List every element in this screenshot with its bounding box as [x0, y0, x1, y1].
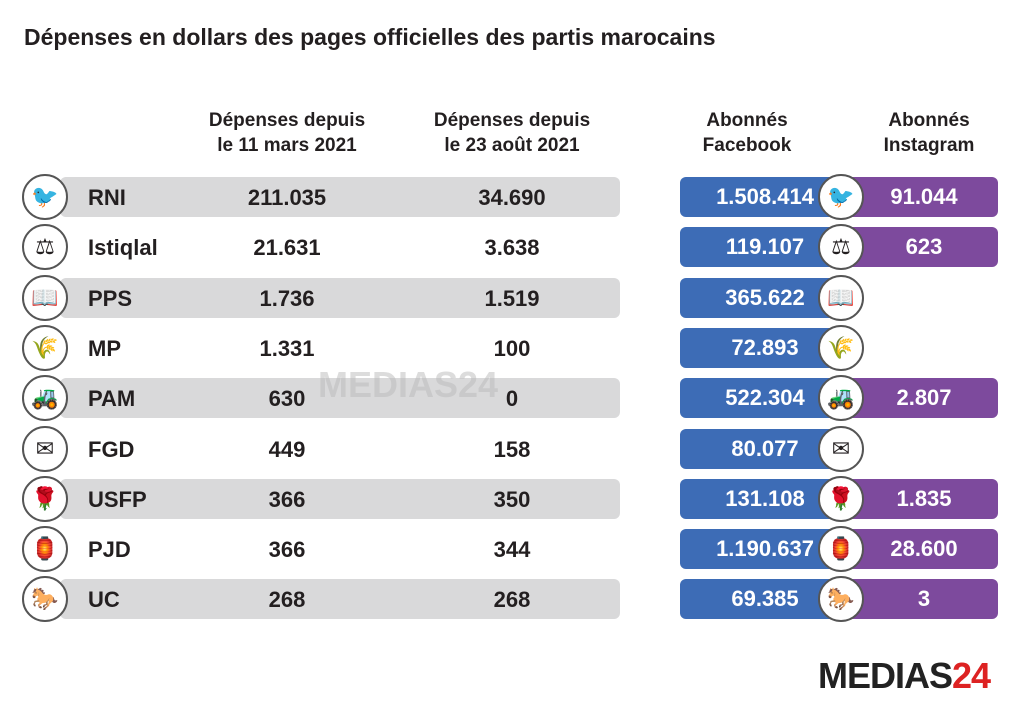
header-line: Instagram	[883, 135, 975, 156]
instagram-value: 91.044	[890, 184, 958, 209]
spend-august-value: 3.638	[484, 235, 540, 261]
lamp-icon: 🏮	[818, 526, 864, 573]
instagram-value: 2.807	[896, 385, 952, 411]
spend-august-value: 0	[505, 386, 519, 412]
facebook-value: 119.107	[725, 234, 805, 260]
header-spend-march: Dépenses depuis le 11 mars 2021	[187, 108, 387, 158]
instagram-value: 1.835	[896, 485, 952, 511]
header-instagram: Abonnés Instagram	[864, 108, 994, 158]
row-band	[60, 378, 620, 419]
spend-march-value: 366	[268, 537, 306, 563]
header-line: le 23 août 2021	[444, 135, 580, 156]
facebook-value: 365.622	[725, 284, 805, 310]
party-name: PJD	[88, 537, 131, 563]
scales-icon: ⚖	[22, 224, 68, 271]
medias24-logo: MEDIAS24	[818, 655, 991, 697]
spend-august-value: 350	[493, 486, 531, 512]
row-band	[60, 277, 620, 318]
table-row: 🐎 UC 268 268 3 69.385 🐎	[0, 576, 1024, 623]
book-icon: 📖	[818, 274, 864, 321]
header-facebook: Abonnés Facebook	[677, 108, 817, 158]
book-icon: 📖	[22, 274, 68, 321]
spend-march-value: 630	[268, 386, 306, 412]
party-name: PAM	[88, 386, 136, 412]
lamp-icon: 🏮	[22, 526, 68, 573]
party-name: USFP	[88, 486, 147, 512]
header-line: Abonnés	[706, 110, 788, 131]
instagram-value: 623	[905, 234, 943, 260]
header-line: Abonnés	[888, 110, 970, 131]
spend-march-value: 1.331	[259, 335, 315, 361]
header-line: le 11 mars 2021	[217, 135, 357, 156]
spend-august-value: 100	[493, 335, 531, 361]
spend-march-value: 21.631	[253, 235, 321, 261]
envelope-icon: ✉	[22, 425, 68, 472]
instagram-value: 3	[917, 586, 931, 612]
spend-march-value: 449	[268, 436, 306, 462]
bird-icon: 🐦	[818, 174, 864, 220]
table-row: 📖 PPS 1.736 1.519 365.622 📖	[0, 274, 1024, 321]
table-row: 🌹 USFP 366 350 1.835 131.108 🌹	[0, 475, 1024, 522]
facebook-value: 131.108	[725, 485, 805, 511]
wheat-icon: 🌾	[22, 324, 68, 371]
facebook-value: 69.385	[731, 586, 799, 612]
facebook-value: 1.190.637	[716, 536, 814, 562]
facebook-value: 522.304	[725, 385, 805, 411]
logo-number: 24	[952, 655, 991, 696]
facebook-value: 72.893	[731, 334, 799, 360]
table-row: 🚜 PAM 630 0 2.807 522.304 🚜	[0, 375, 1024, 422]
party-name: Istiqlal	[88, 235, 158, 261]
envelope-icon: ✉	[818, 425, 864, 472]
facebook-value: 1.508.414	[716, 184, 814, 209]
table-row: 🐦 RNI 211.035 34.690 91.044 1.508.414 🐦	[0, 174, 1024, 220]
table-row: 🌾 MP 1.331 100 72.893 🌾	[0, 324, 1024, 371]
bird-icon: 🐦	[22, 174, 68, 220]
facebook-value: 80.077	[731, 435, 799, 461]
table-row: 🏮 PJD 366 344 28.600 1.190.637 🏮	[0, 526, 1024, 573]
header-spend-august: Dépenses depuis le 23 août 2021	[412, 108, 612, 158]
header-line: Dépenses depuis	[433, 110, 591, 131]
watermark: MEDIAS24	[318, 364, 499, 405]
party-name: MP	[88, 335, 121, 361]
spend-august-value: 344	[493, 537, 531, 563]
tractor-icon: 🚜	[22, 375, 68, 422]
rose-icon: 🌹	[22, 475, 68, 522]
table-row: ⚖ Istiqlal 21.631 3.638 623 119.107 ⚖	[0, 224, 1024, 271]
party-name: FGD	[88, 436, 135, 462]
scales-icon: ⚖	[818, 224, 864, 271]
rose-icon: 🌹	[818, 475, 864, 522]
spend-march-value: 1.736	[259, 285, 315, 311]
spend-august-value: 268	[493, 587, 531, 613]
spend-august-value: 1.519	[484, 285, 540, 311]
table-row: ✉ FGD 449 158 80.077 ✉	[0, 425, 1024, 472]
party-name: PPS	[88, 285, 133, 311]
spend-august-value: 158	[493, 436, 531, 462]
spend-march-value: 211.035	[247, 185, 327, 210]
horse-icon: 🐎	[818, 576, 864, 623]
horse-icon: 🐎	[22, 576, 68, 623]
header-line: Facebook	[702, 135, 792, 156]
logo-text: MEDIAS	[818, 655, 953, 696]
wheat-icon: 🌾	[818, 324, 864, 371]
spend-march-value: 366	[268, 486, 306, 512]
row-band	[60, 177, 620, 217]
row-band	[60, 478, 620, 519]
spend-august-value: 34.690	[478, 185, 546, 210]
header-line: Dépenses depuis	[208, 110, 366, 131]
row-band	[60, 579, 620, 620]
party-name: RNI	[88, 185, 126, 210]
party-name: UC	[88, 587, 120, 613]
spend-march-value: 268	[268, 587, 306, 613]
chart-title: Dépenses en dollars des pages officielle…	[24, 24, 716, 50]
instagram-value: 28.600	[890, 536, 958, 562]
tractor-icon: 🚜	[818, 375, 864, 422]
